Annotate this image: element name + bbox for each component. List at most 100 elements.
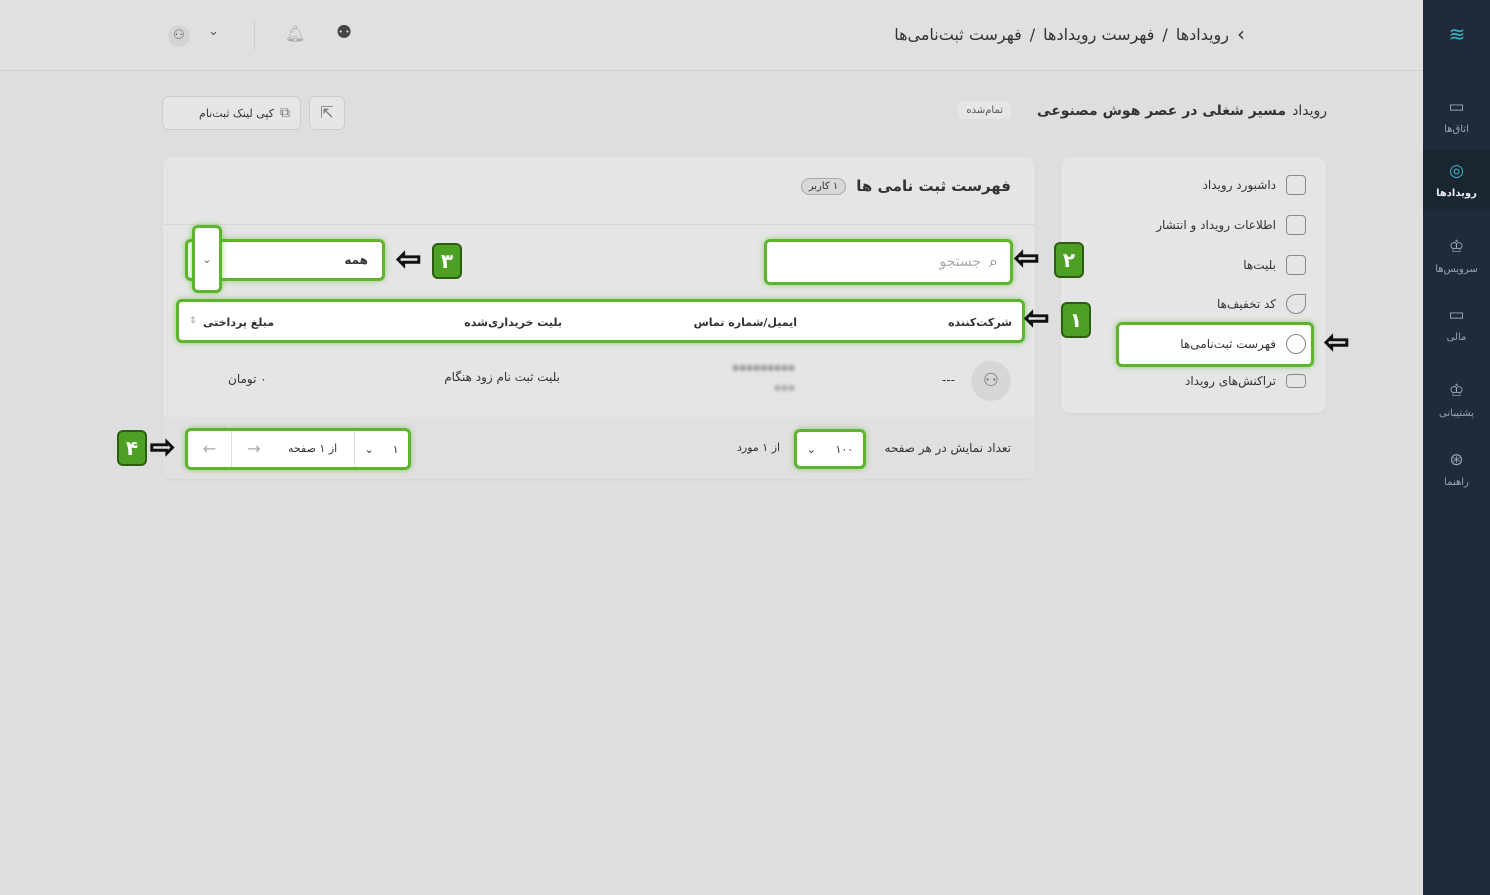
sort-icon[interactable]: ⇕ [189, 316, 197, 326]
menu-label: تراکنش‌های رویداد [1184, 374, 1276, 388]
menu-label: اطلاعات رویداد و انتشار [1156, 218, 1276, 232]
ticket-icon [1286, 255, 1306, 275]
external-link-icon: ⇱ [320, 103, 334, 122]
event-name: مسیر شغلی در عصر هوش مصنوعی [1037, 102, 1287, 119]
breadcrumb-current: فهرست ثبت‌نامی‌ها [894, 24, 1022, 44]
event-prefix: رویداد [1292, 102, 1327, 119]
rail-item-finance[interactable]: ▭ مالی [1446, 305, 1467, 343]
menu-item-discounts[interactable]: کد تخفیف‌ها [1217, 294, 1306, 314]
participant-name: --- [942, 373, 955, 387]
breadcrumb-separator: / [1029, 24, 1036, 44]
rail-item-help[interactable]: ⊛ راهنما [1444, 450, 1469, 488]
back-chevron-icon[interactable]: › [1237, 22, 1245, 46]
breadcrumb-separator: / [1162, 24, 1168, 44]
annotation-badge-3: ۳ [432, 243, 462, 279]
breadcrumb-events[interactable]: رویدادها [1175, 24, 1229, 44]
tag-icon [1286, 294, 1306, 314]
rail-item-events[interactable]: ◎ رویدادها [1423, 150, 1490, 209]
column-amount[interactable]: مبلغ پرداختی [203, 316, 275, 329]
status-badge: تمام‌شده [958, 102, 1012, 119]
column-participant[interactable]: شرکت‌کننده [948, 316, 1012, 329]
webcam-icon: ◎ [1449, 161, 1464, 181]
card-icon: ▭ [1448, 305, 1465, 325]
prev-page-button[interactable]: ← [188, 431, 232, 467]
ticket-name: بلیت ثبت نام زود هنگام [444, 370, 560, 384]
breadcrumb: › رویدادها / فهرست رویدادها / فهرست ثبت‌… [894, 22, 1245, 46]
lifebuoy-icon: ⊛ [1449, 450, 1464, 470]
list-title: فهرست ثبت نامی ها [856, 177, 1011, 195]
breadcrumb-event-list[interactable]: فهرست رویدادها [1043, 24, 1155, 44]
per-page-value: ۱۰۰ [835, 442, 854, 456]
edit-icon [1286, 215, 1306, 235]
rail-item-support[interactable]: ♔ پشتیبانی [1439, 381, 1474, 419]
grid-icon [1286, 175, 1306, 195]
menu-item-registrants[interactable]: فهرست ثبت‌نامی‌ها [1180, 334, 1306, 354]
users-icon [1286, 334, 1306, 354]
amount-paid: ۰ تومان [228, 372, 267, 386]
search-placeholder: جستجو [939, 254, 982, 270]
table-row[interactable]: ⚇ --- ●●●●●●●●● ●●● بلیت ثبت نام زود هنگ… [163, 353, 1035, 415]
copy-link-button[interactable]: ⧉ کپی لینک ثبت‌نام [162, 96, 301, 130]
chevron-down-icon[interactable]: ⌄ [208, 24, 219, 39]
page-value: ۱ [392, 442, 399, 456]
rail-item-rooms[interactable]: ▭ اتاق‌ها [1444, 97, 1469, 135]
contact-phone: ●●● [774, 383, 795, 392]
search-input[interactable]: ⌕ جستجو [764, 239, 1013, 285]
page-total: از ۱ صفحه [288, 442, 338, 455]
open-external-button[interactable]: ⇱ [309, 96, 345, 130]
support-users-icon[interactable]: ⚉ [336, 22, 353, 43]
avatar: ⚇ [971, 361, 1011, 401]
rail-item-services[interactable]: ♔ سرویس‌ها [1435, 237, 1478, 275]
crown-icon: ♔ [1448, 237, 1465, 257]
page-select[interactable]: ⌄ ۱ [354, 431, 408, 467]
per-page-select[interactable]: ⌄ ۱۰۰ [794, 429, 866, 469]
chevron-down-icon: ⌄ [806, 442, 816, 456]
annotation-arrow: ⇨ [149, 430, 176, 465]
copy-link-label: کپی لینک ثبت‌نام [199, 106, 274, 120]
divider [254, 20, 255, 50]
annotation-arrow: ⇦ [1023, 301, 1050, 336]
cast-icon: ▭ [1448, 97, 1465, 117]
divider [163, 224, 1035, 225]
menu-label: فهرست ثبت‌نامی‌ها [1180, 337, 1276, 351]
annotation-badge-1: ۱ [1061, 302, 1091, 338]
menu-label: داشبورد رویداد [1202, 178, 1276, 192]
app-sidebar: ≋ ▭ اتاق‌ها ◎ رویدادها ♔ سرویس‌ها ▭ مالی ♔ پش… [1423, 0, 1490, 895]
registrants-card: فهرست ثبت نامی ها ۱ کاربر ⌕ جستجو همه ⌄ … [163, 157, 1035, 479]
annotation-badge-4: ۴ [117, 430, 147, 466]
user-avatar[interactable]: ⚇ [168, 25, 190, 47]
next-page-button[interactable]: → [232, 431, 276, 467]
annotation-arrow: ⇦ [1323, 325, 1350, 360]
menu-item-dashboard[interactable]: داشبورد رویداد [1203, 175, 1306, 195]
menu-label: بلیت‌ها [1243, 258, 1276, 272]
chevron-down-icon: ⌄ [202, 253, 212, 266]
annotation-arrow: ⇦ [395, 242, 422, 277]
menu-item-info[interactable]: اطلاعات رویداد و انتشار [1156, 215, 1306, 235]
filter-value: همه [344, 253, 368, 267]
page-navigator: ← → از ۱ صفحه ⌄ ۱ [185, 428, 411, 470]
crown-icon: ♔ [1448, 381, 1465, 401]
search-icon: ⌕ [989, 252, 998, 271]
highlight-frame [1116, 322, 1314, 367]
event-header: رویداد مسیر شغلی در عصر هوش مصنوعی تمام‌… [958, 102, 1327, 119]
chevron-down-icon: ⌄ [364, 442, 374, 456]
total-count: از ۱ مورد [737, 441, 781, 454]
menu-item-transactions[interactable]: تراکنش‌های رویداد [1185, 374, 1306, 388]
column-ticket[interactable]: بلیت خریداری‌شده [464, 316, 562, 329]
menu-label: کد تخفیف‌ها [1216, 297, 1276, 311]
filter-dropdown-button[interactable]: ⌄ [192, 225, 222, 293]
card-icon [1286, 374, 1306, 388]
table-header: شرکت‌کننده ایمیل/شماره تماس بلیت خریداری… [176, 299, 1025, 343]
list-header: فهرست ثبت نامی ها ۱ کاربر [800, 177, 1011, 195]
arrow-left-icon: ← [202, 439, 217, 458]
bell-icon[interactable]: 🔔︎ [285, 24, 306, 43]
annotation-arrow: ⇦ [1013, 241, 1040, 276]
logo-icon: ≋ [1448, 22, 1466, 46]
event-menu: داشبورد رویداد اطلاعات رویداد و انتشار ب… [1061, 157, 1326, 413]
arrow-right-icon: → [247, 439, 261, 458]
count-badge: ۱ کاربر [800, 177, 847, 195]
column-contact[interactable]: ایمیل/شماره تماس [693, 316, 797, 329]
per-page-label: تعداد نمایش در هر صفحه [884, 441, 1011, 455]
menu-item-tickets[interactable]: بلیت‌ها [1243, 255, 1306, 275]
annotation-badge-2: ۲ [1054, 242, 1084, 278]
